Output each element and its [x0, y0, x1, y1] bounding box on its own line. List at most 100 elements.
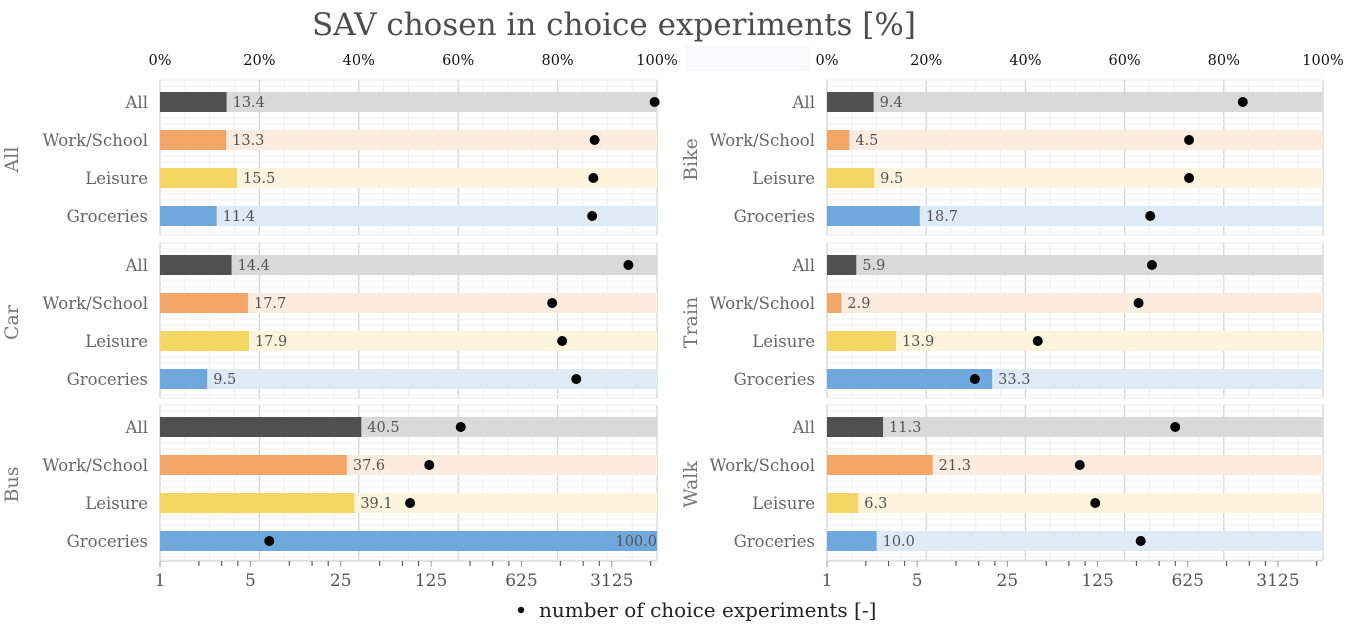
category-label: Work/School [709, 456, 815, 475]
category-label: Leisure [752, 332, 815, 351]
category-label: Work/School [42, 131, 148, 150]
bar-background [160, 331, 657, 351]
bar-value-label: 6.3 [864, 496, 887, 512]
bar-row: Work/School 37.6 [42, 455, 657, 475]
bar-value-label: 39.1 [360, 496, 392, 512]
bar-background [827, 417, 1323, 437]
percent-bar [827, 369, 993, 389]
experiments-dot [1145, 211, 1156, 221]
bar-background [160, 206, 657, 226]
log-tick-label: 125 [415, 571, 447, 591]
bar-value-label: 13.4 [233, 95, 265, 111]
bar-row: Work/School 2.9 [709, 293, 1323, 313]
category-label: Groceries [734, 207, 815, 226]
percent-bar [827, 168, 875, 188]
experiments-dot [1184, 135, 1195, 145]
log-tick-label: 1 [822, 571, 833, 591]
percent-bar [827, 531, 877, 551]
legend-dot-marker [517, 606, 525, 614]
bar-background [827, 130, 1323, 150]
bar-value-label: 11.3 [889, 420, 921, 436]
log-tick-label: 3125 [590, 571, 633, 591]
legend: number of choice experiments [-] [517, 598, 876, 622]
experiments-dot [557, 336, 568, 346]
percent-tick-label: 40% [1009, 53, 1041, 69]
category-label: All [125, 93, 148, 112]
percent-bar [827, 206, 920, 226]
experiments-dot [1133, 298, 1144, 308]
percent-bar [827, 255, 857, 275]
bar-background [160, 293, 657, 313]
bar-row: Groceries 9.5 [67, 369, 657, 389]
experiments-dot [571, 374, 582, 384]
experiments-dot [587, 211, 598, 221]
bar-value-label: 17.7 [254, 296, 286, 312]
bar-value-label: 11.4 [223, 209, 255, 225]
category-label: All [792, 93, 815, 112]
bar-value-label: 18.7 [926, 209, 958, 225]
bar-row: Leisure 39.1 [85, 493, 657, 513]
percent-bar [160, 455, 347, 475]
percent-tick-label: 0% [148, 53, 171, 69]
category-label: Work/School [709, 294, 815, 313]
experiments-dot [1146, 260, 1157, 270]
percent-bar [827, 293, 842, 313]
percent-bar [160, 531, 657, 551]
facet-label: Train [680, 297, 702, 348]
bar-value-label: 33.3 [998, 372, 1030, 388]
percent-tick-label: 80% [1208, 53, 1240, 69]
experiments-dot [623, 260, 634, 270]
percent-bar [160, 255, 232, 275]
percent-bar [160, 92, 227, 112]
column-right: 0% 20% 40% 60% 80% 100% 1 5 25 125 625 3125 [815, 53, 1343, 591]
bar-value-label: 14.4 [238, 258, 270, 274]
experiments-dot [1090, 498, 1101, 508]
bar-background [827, 168, 1323, 188]
bar-row: Work/School 21.3 [709, 455, 1323, 475]
category-label: Groceries [67, 207, 148, 226]
chart-title: SAV chosen in choice experiments [%] [312, 7, 916, 43]
bar-value-label: 5.9 [862, 258, 885, 274]
bar-background [827, 293, 1323, 313]
bar-row: Groceries 33.3 [734, 369, 1323, 389]
experiments-dot [405, 498, 416, 508]
bar-row: All 11.3 [792, 417, 1323, 437]
experiments-dot [1170, 422, 1181, 432]
facet-label: All [1, 147, 23, 174]
bar-value-label: 9.4 [880, 95, 903, 111]
percent-tick-label: 20% [243, 53, 275, 69]
facet-walk: Walk All 11.3 Work/School 21.3 Leisure 6.3 Groc… [680, 404, 1324, 561]
log-tick-label: 125 [1081, 571, 1113, 591]
facet-car: Car All 14.4 Work/School 17.7 Leisure 17.9 Groc… [1, 242, 658, 399]
log-tick-label: 5 [912, 571, 923, 591]
experiments-dot [1032, 336, 1043, 346]
bar-row: Groceries 18.7 [734, 206, 1323, 226]
bar-row: All 14.4 [125, 255, 657, 275]
category-label: Work/School [42, 294, 148, 313]
bar-value-label: 37.6 [353, 458, 385, 474]
bar-background [827, 255, 1323, 275]
bar-row: Groceries 11.4 [67, 206, 657, 226]
bar-row: Work/School 13.3 [42, 130, 657, 150]
percent-bar [827, 493, 859, 513]
percent-tick-label: 60% [442, 53, 474, 69]
facet-label: Walk [680, 461, 702, 508]
facet-label: Bike [680, 138, 702, 181]
percent-bar [160, 369, 208, 389]
experiments-dot [1237, 97, 1248, 107]
bar-background [827, 331, 1323, 351]
bar-background [160, 130, 657, 150]
bar-row: Work/School 17.7 [42, 293, 657, 313]
experiments-dot [969, 374, 980, 384]
log-tick-label: 625 [505, 571, 537, 591]
bar-background [827, 206, 1323, 226]
category-label: All [792, 256, 815, 275]
experiments-dot [1135, 536, 1146, 546]
bar-background [160, 92, 657, 112]
facet-bike: Bike All 9.4 Work/School 4.5 Leisure 9.5 Grocer… [680, 79, 1324, 236]
bar-value-label: 4.5 [855, 133, 878, 149]
category-label: Leisure [85, 332, 148, 351]
category-label: Groceries [67, 532, 148, 551]
log-tick-label: 25 [330, 571, 352, 591]
